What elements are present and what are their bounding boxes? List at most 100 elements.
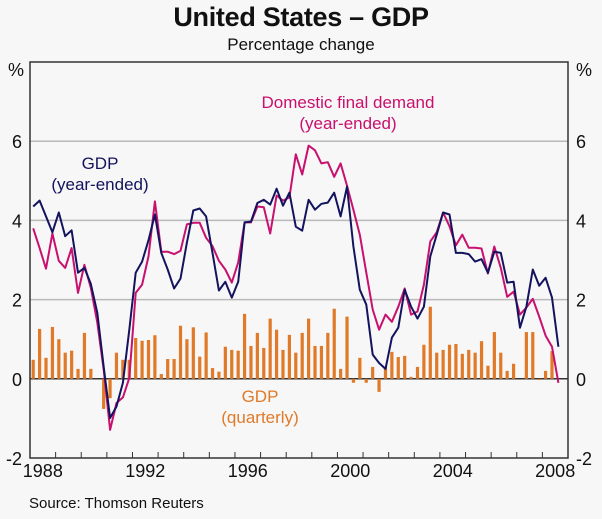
bar-gdp-quarterly [114, 352, 119, 379]
label-gdp-year-ended-line: (year-ended) [51, 175, 148, 194]
bar-gdp-quarterly [31, 359, 35, 379]
bar-gdp-quarterly [140, 340, 144, 379]
bar-gdp-quarterly [63, 352, 67, 379]
bar-gdp-quarterly [102, 378, 106, 409]
bar-gdp-quarterly [499, 352, 503, 379]
bar-gdp-quarterly [300, 332, 304, 379]
bar-gdp-quarterly [441, 349, 445, 379]
x-axis: 1988 1992 1996 2000 2004 2008 [23, 452, 575, 481]
series-labels: GDP (year-ended) Domestic final demand (yea… [51, 93, 434, 427]
bar-gdp-quarterly [121, 359, 125, 379]
y-tick-label-right: -2 [576, 449, 592, 469]
bar-gdp-quarterly [146, 339, 151, 379]
chart-subtitle: Percentage change [227, 35, 375, 54]
label-gdp-quarterly-line: GDP [242, 387, 279, 406]
bar-gdp-quarterly [57, 339, 61, 379]
bar-gdp-quarterly [454, 343, 458, 379]
gridlines [30, 140, 568, 380]
bar-gdp-quarterly [134, 338, 138, 379]
y-unit-label-right: % [576, 60, 592, 80]
bar-gdp-quarterly [511, 363, 516, 379]
x-tick-label: 1988 [23, 461, 63, 481]
bar-gdp-quarterly [319, 345, 324, 379]
bar-gdp-quarterly [255, 332, 259, 379]
y-tick-label-left: 4 [12, 211, 22, 231]
y-tick-label-right: 6 [576, 132, 586, 152]
bar-gdp-quarterly [166, 359, 170, 379]
bar-gdp-quarterly [492, 332, 496, 379]
bar-gdp-quarterly [217, 371, 221, 379]
bar-gdp-quarterly [486, 365, 490, 379]
bar-gdp-quarterly [50, 326, 55, 379]
x-tick-label: 1992 [125, 461, 165, 481]
line-series [32, 144, 560, 431]
bar-gdp-quarterly [76, 368, 80, 379]
y-tick-label-left: 0 [12, 370, 22, 390]
bar-gdp-quarterly [524, 332, 528, 379]
bar-gdp-quarterly [268, 318, 272, 379]
bar-gdp-quarterly [294, 352, 298, 379]
label-domestic-final-demand-line: Domestic final demand [262, 93, 435, 112]
bar-gdp-quarterly [236, 350, 240, 379]
bar-gdp-quarterly [403, 355, 407, 379]
bar-gdp-quarterly [467, 349, 471, 379]
x-tick-label: 2004 [433, 461, 473, 481]
bar-gdp-quarterly [345, 316, 349, 379]
plot-frame [29, 61, 569, 459]
bar-gdp-quarterly [473, 352, 477, 379]
y-axis-right: -2 0 2 4 6% [576, 60, 592, 469]
bar-gdp-quarterly [89, 368, 93, 379]
bar-gdp-quarterly [262, 347, 266, 379]
bar-gdp-quarterly [178, 325, 183, 379]
bar-gdp-quarterly [198, 356, 202, 379]
bar-gdp-quarterly [479, 341, 484, 379]
bar-gdp-quarterly [307, 318, 311, 379]
y-unit-label-left: % [8, 60, 24, 80]
bar-gdp-quarterly [82, 332, 87, 379]
y-tick-label-right: 4 [576, 211, 586, 231]
bar-gdp-quarterly [287, 334, 291, 379]
line-domestic-final-demand [32, 144, 560, 431]
source-note: Source: Thomson Reuters [29, 495, 204, 512]
bar-gdp-quarterly [339, 368, 343, 379]
bar-gdp-quarterly [204, 332, 208, 379]
bar-gdp-quarterly [249, 345, 253, 379]
x-tick-label: 2000 [330, 461, 370, 481]
bar-gdp-quarterly [313, 345, 317, 379]
bar-gdp-quarterly [230, 349, 234, 379]
bar-gdp-quarterly [415, 366, 420, 379]
bar-gdp-quarterly [326, 332, 330, 379]
label-domestic-final-demand-line: (year-ended) [299, 114, 396, 133]
bar-gdp-quarterly [159, 374, 163, 379]
bar-gdp-quarterly [274, 329, 279, 379]
y-tick-label-left: 6 [12, 132, 22, 152]
x-tick-label: 1996 [228, 461, 268, 481]
bar-gdp-quarterly [364, 378, 368, 383]
bar-gdp-quarterly [531, 332, 535, 379]
bar-gdp-quarterly [422, 344, 426, 379]
bar-gdp-quarterly [460, 353, 464, 379]
bar-gdp-quarterly [537, 378, 541, 380]
bar-gdp-quarterly [390, 351, 394, 379]
bar-gdp-quarterly [38, 328, 42, 379]
bar-gdp-quarterly [409, 376, 413, 379]
bar-gdp-quarterly [332, 308, 336, 379]
bar-gdp-quarterly [505, 370, 509, 379]
bar-gdp-quarterly [428, 306, 432, 379]
label-gdp-quarterly-line: (quarterly) [221, 408, 298, 427]
bar-gdp-quarterly [377, 378, 381, 392]
bar-gdp-quarterly [543, 370, 548, 379]
bar-gdp-quarterly [435, 352, 439, 379]
bar-gdp-quarterly [383, 366, 388, 379]
bar-gdp-quarterly [396, 357, 400, 379]
bar-series-gdp-quarterly [31, 306, 554, 409]
bar-gdp-quarterly [371, 366, 375, 379]
line-gdp-year-ended [32, 185, 560, 419]
bar-gdp-quarterly [108, 378, 112, 399]
bar-gdp-quarterly [172, 359, 176, 379]
y-tick-label-left: 2 [12, 291, 22, 311]
bar-gdp-quarterly [44, 357, 48, 379]
bar-gdp-quarterly [242, 313, 247, 379]
bar-gdp-quarterly [447, 344, 452, 379]
